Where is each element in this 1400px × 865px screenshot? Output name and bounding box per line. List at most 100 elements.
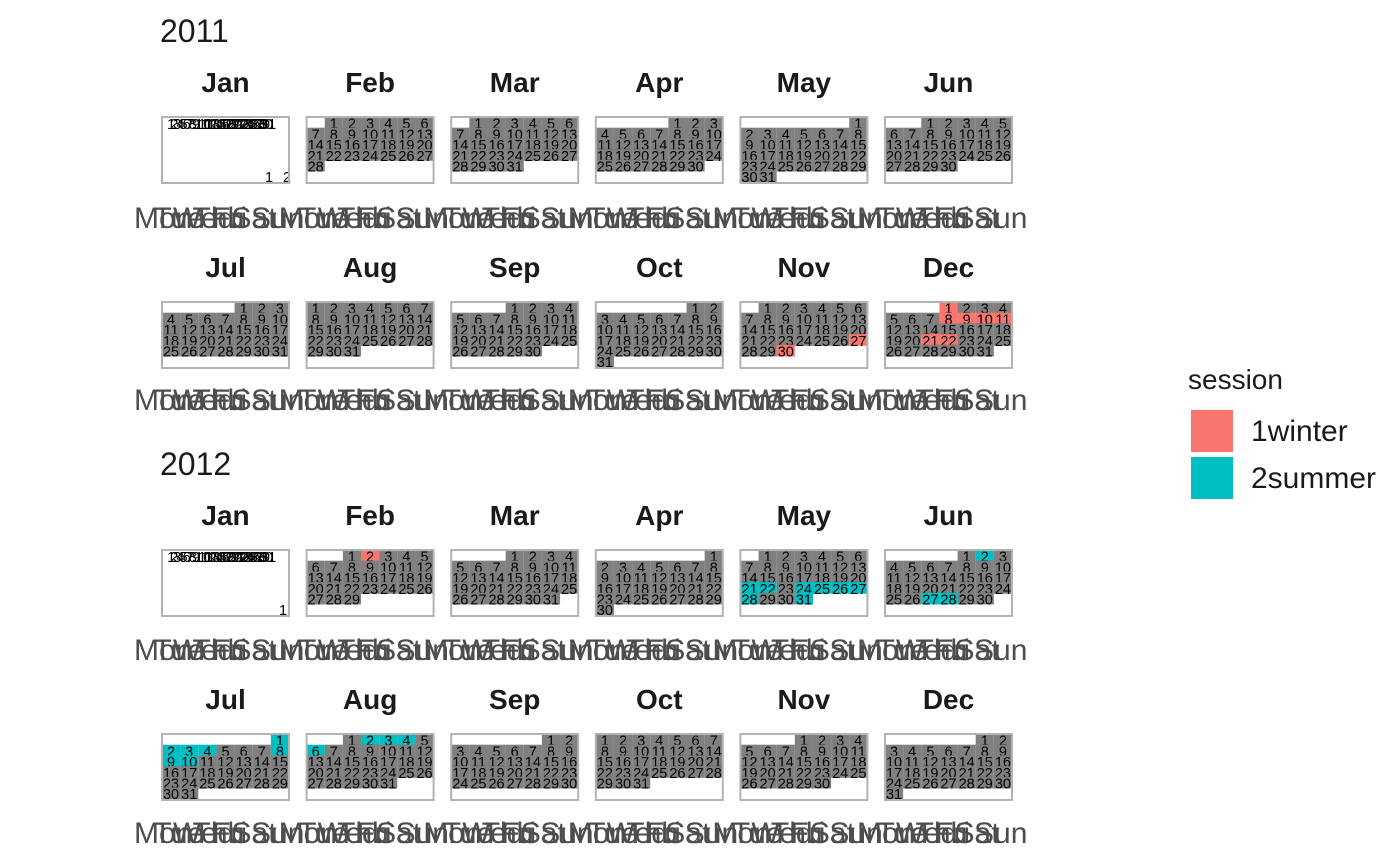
day-cell: [957, 138, 976, 151]
day-cell: [613, 323, 633, 336]
day-cell: [216, 755, 235, 768]
day-cell: [541, 117, 561, 129]
day-cell: [198, 766, 217, 778]
day-cell: [975, 766, 994, 778]
day-cell: [885, 323, 904, 336]
day-label: 31: [977, 345, 993, 361]
day-cell: [306, 302, 325, 314]
day-cell: [758, 312, 777, 325]
day-label: 26: [398, 149, 414, 165]
day-cell: [342, 766, 362, 778]
day-label: 8: [240, 312, 248, 328]
day-cell: [957, 127, 976, 140]
day-label: 27: [248, 117, 264, 133]
day-label: 1: [764, 550, 772, 566]
day-label: 28: [254, 777, 270, 793]
day-cell: [361, 127, 380, 140]
day-cell: [505, 334, 524, 346]
day-label: 27: [308, 777, 324, 793]
day-cell: [794, 592, 813, 605]
day-cell: [758, 550, 777, 562]
day-cell: [668, 127, 687, 140]
day-cell: [342, 755, 362, 768]
day-label: 5: [999, 117, 1007, 133]
day-label: 9: [348, 127, 356, 143]
day-cell: [632, 755, 651, 768]
day-cell: [758, 138, 777, 151]
day-cell: [849, 744, 868, 757]
day-cell: [324, 312, 343, 325]
day-cell: [505, 117, 524, 129]
day-cell: [451, 744, 470, 757]
day-cell: [361, 744, 380, 757]
weekday-label: Tue: [298, 634, 349, 667]
day-cell: [903, 149, 922, 161]
day-label: 28: [904, 160, 920, 176]
day-label: 15: [211, 117, 227, 133]
day-cell: [885, 571, 904, 584]
day-label: 5: [836, 550, 844, 566]
day-cell: [306, 776, 325, 789]
day-cell: [487, 149, 506, 161]
day-cell: [270, 744, 289, 757]
day-cell: [469, 149, 488, 161]
day-cell: [812, 149, 832, 161]
day-label: 5: [673, 734, 681, 750]
day-label: 1: [710, 550, 718, 566]
day-cell: [939, 744, 958, 757]
day-label: 7: [312, 127, 320, 143]
day-cell: [415, 766, 434, 778]
day-cell: [632, 159, 651, 172]
day-cell: [469, 592, 488, 605]
day-cell: [342, 149, 362, 161]
day-cell: [342, 127, 362, 140]
day-cell: [451, 344, 470, 357]
day-cell: [740, 312, 759, 325]
day-label: 30: [778, 345, 794, 361]
day-cell: [885, 766, 904, 778]
weekday-label: Mon: [279, 817, 337, 850]
day-cell: [252, 766, 271, 778]
day-cell: [397, 550, 416, 562]
day-label: 24: [995, 582, 1011, 598]
day-label: 3: [764, 127, 772, 143]
day-cell: [993, 755, 1012, 768]
day-cell: [397, 734, 416, 746]
day-label: 26: [380, 334, 396, 350]
day-label: 1: [854, 117, 862, 133]
day-cell: [216, 766, 235, 778]
day-cell: [451, 159, 470, 172]
day-cell: [632, 344, 651, 357]
day-label: 22: [232, 117, 248, 133]
day-label: 8: [312, 312, 320, 328]
day-cell: [704, 571, 723, 584]
day-label: 2: [944, 117, 952, 133]
day-label: 26: [245, 550, 261, 566]
day-label: 1: [279, 603, 287, 619]
day-cell: [342, 734, 362, 746]
day-label: 7: [745, 560, 753, 576]
day-cell: [379, 755, 398, 768]
day-label: 7: [258, 744, 266, 760]
day-label: 4: [637, 560, 645, 576]
weekday-label: Tue: [732, 202, 783, 235]
day-label: 8: [926, 127, 934, 143]
day-cell: [939, 159, 958, 172]
day-cell: [613, 592, 633, 605]
month-title-oct-2011: Oct: [636, 252, 683, 283]
day-label: 25: [380, 149, 396, 165]
weekday-label: Sun: [251, 634, 304, 667]
day-cell: [686, 302, 705, 314]
day-label: 8: [944, 312, 952, 328]
day-cell: [686, 127, 705, 140]
day-label: 26: [633, 345, 649, 361]
day-label: 3: [185, 744, 193, 760]
day-label: 27: [199, 345, 215, 361]
day-cell: [758, 127, 777, 140]
day-cell: [379, 138, 398, 151]
day-cell: [921, 127, 940, 140]
weekday-label: Mon: [568, 634, 626, 667]
day-label: 31: [260, 117, 276, 133]
day-label: 2: [283, 170, 291, 186]
